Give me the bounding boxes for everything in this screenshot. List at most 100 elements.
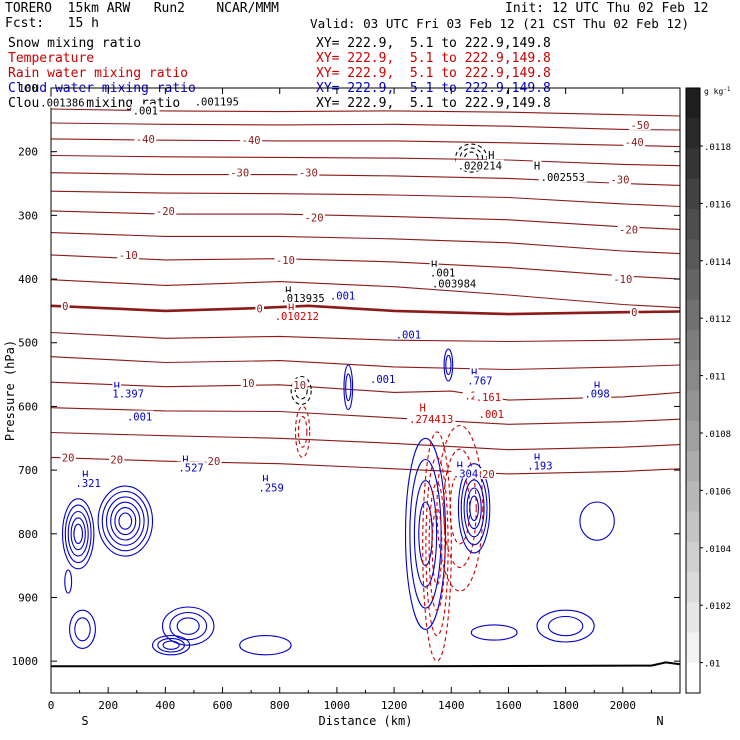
colorbar-tick-label: .0116 [704, 200, 731, 210]
isotherm-line [50, 304, 681, 316]
mixing-ratio-contour [469, 495, 479, 522]
colorbar-bin [686, 662, 700, 694]
contour-label-bg [240, 376, 256, 388]
contour-label-bg [228, 166, 251, 178]
y-tick-label: 700 [18, 464, 38, 477]
y-axis-title: Pressure (hPa) [3, 340, 17, 441]
mixing-ratio-contour [290, 375, 312, 406]
mixing-ratio-contour [455, 143, 488, 173]
contour-label: -20 [619, 224, 638, 236]
colorbar-bin [686, 330, 700, 361]
mixing-ratio-contour [294, 405, 311, 458]
x-tick-label: 400 [155, 699, 175, 712]
contour-label-bg [629, 118, 651, 130]
y-tick-label: 200 [18, 146, 38, 159]
colorbar-bin [686, 541, 700, 573]
contour-label: -30 [610, 175, 629, 187]
mixing-ratio-contour [404, 437, 447, 630]
contour-label-bg [474, 390, 503, 402]
x-tick-label: 800 [270, 699, 290, 712]
contour-label-bg [286, 301, 296, 313]
contour-label: .767 [467, 375, 492, 387]
x-tick-label: 2000 [610, 699, 637, 712]
colorbar-unit-exponent: -1 [723, 86, 731, 93]
contour-label-bg [525, 459, 555, 471]
contour-label: H [262, 474, 268, 486]
mixing-ratio-contour [118, 512, 133, 530]
mixing-ratio-contour [536, 609, 595, 643]
contour-label-bg [206, 455, 222, 467]
isotherm-line [50, 190, 681, 208]
north-end-label: N [656, 714, 663, 728]
contour-label-bg [418, 401, 427, 413]
contour-label-bg [81, 468, 90, 480]
contour-label: .001 [479, 409, 504, 421]
mixing-ratio-contour [67, 510, 89, 557]
contour-label: -10 [119, 250, 138, 262]
contour-label-bg [303, 211, 325, 223]
mixing-ratio-contour [74, 617, 91, 642]
axes: 0 200 400 600 800 1000 1200 1400 1600 1800 2000100… [3, 82, 680, 728]
contour-label: .001195 [195, 96, 239, 108]
contour-label: H [534, 161, 540, 173]
field-range-temperature: XY= 222.9, 5.1 to 222.9,149.8 [316, 51, 551, 66]
contour-label-bg [617, 223, 640, 235]
colorbar-tick-label: .0104 [704, 545, 731, 555]
contour-label-bg [278, 292, 327, 304]
contour-label: 0 [257, 303, 263, 315]
isotherm-line [50, 331, 681, 343]
colorbar-bin [686, 239, 700, 271]
contour-label-bg [192, 95, 241, 107]
contour-label-bg [428, 266, 457, 278]
y-tick-label: 600 [18, 400, 38, 413]
contour-label-bg [73, 476, 103, 488]
x-tick-label: 1400 [438, 699, 465, 712]
contour-label: H [288, 303, 294, 315]
field-name-rain: Rain water mixing ratio [8, 66, 189, 81]
field-name-snow: Snow mixing ratio [8, 36, 142, 51]
y-tick-label: 1000 [12, 655, 39, 668]
contour-label: -10 [613, 274, 632, 286]
mixing-ratio-contour [294, 381, 308, 400]
mixing-ratio-contour [61, 498, 95, 570]
header-title: TORERO 15km ARW Run2 NCAR/MMM [5, 1, 279, 16]
mixing-ratio-contour [418, 501, 433, 567]
contour-label: .001 [133, 105, 158, 117]
south-end-label: S [81, 714, 88, 728]
colorbar-bin [686, 632, 700, 664]
contour-label-bg [592, 379, 602, 391]
contour-label: H [488, 150, 494, 162]
colorbar-tick-label: .01 [704, 660, 720, 670]
colorbar-bin [686, 178, 700, 210]
colorbar-bin [686, 299, 700, 331]
contour-label: H [471, 368, 477, 380]
contour-label-bg [429, 258, 439, 270]
contour-label: 1.397 [112, 389, 144, 401]
contour-label-bg [609, 173, 631, 185]
contour-label-bg [629, 306, 639, 318]
mixing-ratio-contour [162, 640, 180, 650]
x-axis-title: Distance (km) [319, 714, 413, 728]
contour-label-bg [60, 299, 70, 311]
mixing-ratio-contour [470, 624, 518, 641]
contour-label: -20 [305, 212, 324, 224]
contour-label: .001 [396, 329, 421, 341]
mixing-ratio-contour [151, 635, 191, 656]
contour-label-bg [255, 302, 265, 314]
colorbar-tick-label: .0106 [704, 487, 731, 497]
mixing-ratio-contour [105, 496, 145, 546]
isotherm-line [50, 407, 681, 425]
mixing-ratio-contour [428, 482, 446, 611]
contour-label: .001 [330, 291, 355, 303]
contour-label: .001386 [40, 98, 84, 110]
mixing-ratio-contour [547, 615, 584, 637]
contour-label-bg [131, 104, 160, 116]
contour-label-bg [134, 132, 157, 144]
contour-label: .321 [76, 478, 101, 490]
isotherm-line [50, 254, 681, 280]
colorbar-bin [686, 602, 700, 634]
contour-label-bg [480, 467, 497, 479]
contour-label-bg [284, 284, 293, 296]
contour-label-bg [611, 273, 634, 285]
